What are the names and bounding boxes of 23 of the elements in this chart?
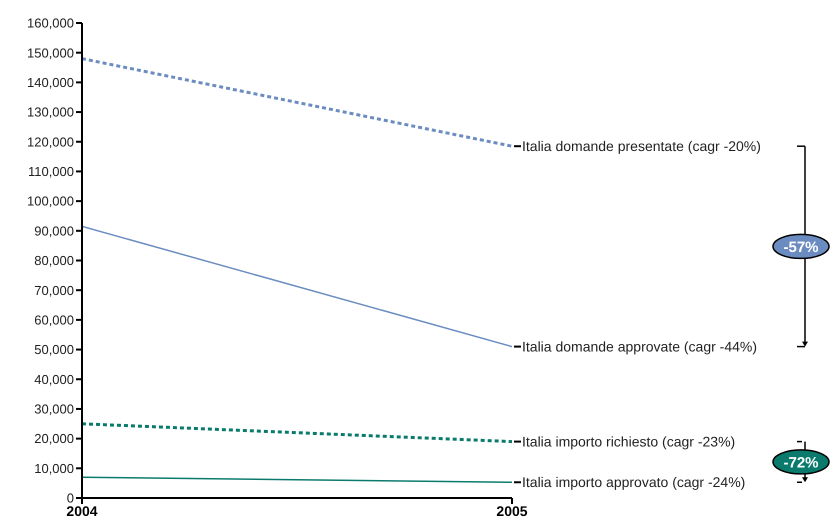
y-tick-label: 70,000 xyxy=(34,282,74,298)
y-tick-label: 80,000 xyxy=(34,253,74,268)
y-tick-label: 60,000 xyxy=(34,312,74,328)
y-tick-label: 150,000 xyxy=(27,45,74,60)
y-tick-label: 50,000 xyxy=(34,342,74,358)
y-tick-label: 110,000 xyxy=(28,164,74,180)
series-label: Italia importo approvato (cagr -24%) xyxy=(522,474,746,490)
y-tick-label: 30,000 xyxy=(34,402,74,417)
y-tick-label: 40,000 xyxy=(34,372,74,387)
text: -72% xyxy=(783,454,819,472)
text: -57% xyxy=(783,238,819,256)
y-tick-label: 100,000 xyxy=(27,194,74,209)
y-tick-label: 10,000 xyxy=(34,460,74,476)
series-label: Italia domande approvate (cagr -44%) xyxy=(522,338,758,354)
y-tick-label: 140,000 xyxy=(27,74,74,90)
series-label: Italia importo richiesto (cagr -23%) xyxy=(522,433,736,450)
x-tick-label: 2005 xyxy=(496,502,528,519)
y-tick-label: 20,000 xyxy=(34,431,74,446)
y-tick-label: 160,000 xyxy=(27,16,74,31)
y-tick-label: 130,000 xyxy=(27,104,74,120)
y-tick-label: 90,000 xyxy=(34,223,74,238)
series-label: Italia domande presentate (cagr -20%) xyxy=(522,138,761,154)
y-tick-label: 120,000 xyxy=(27,134,74,150)
